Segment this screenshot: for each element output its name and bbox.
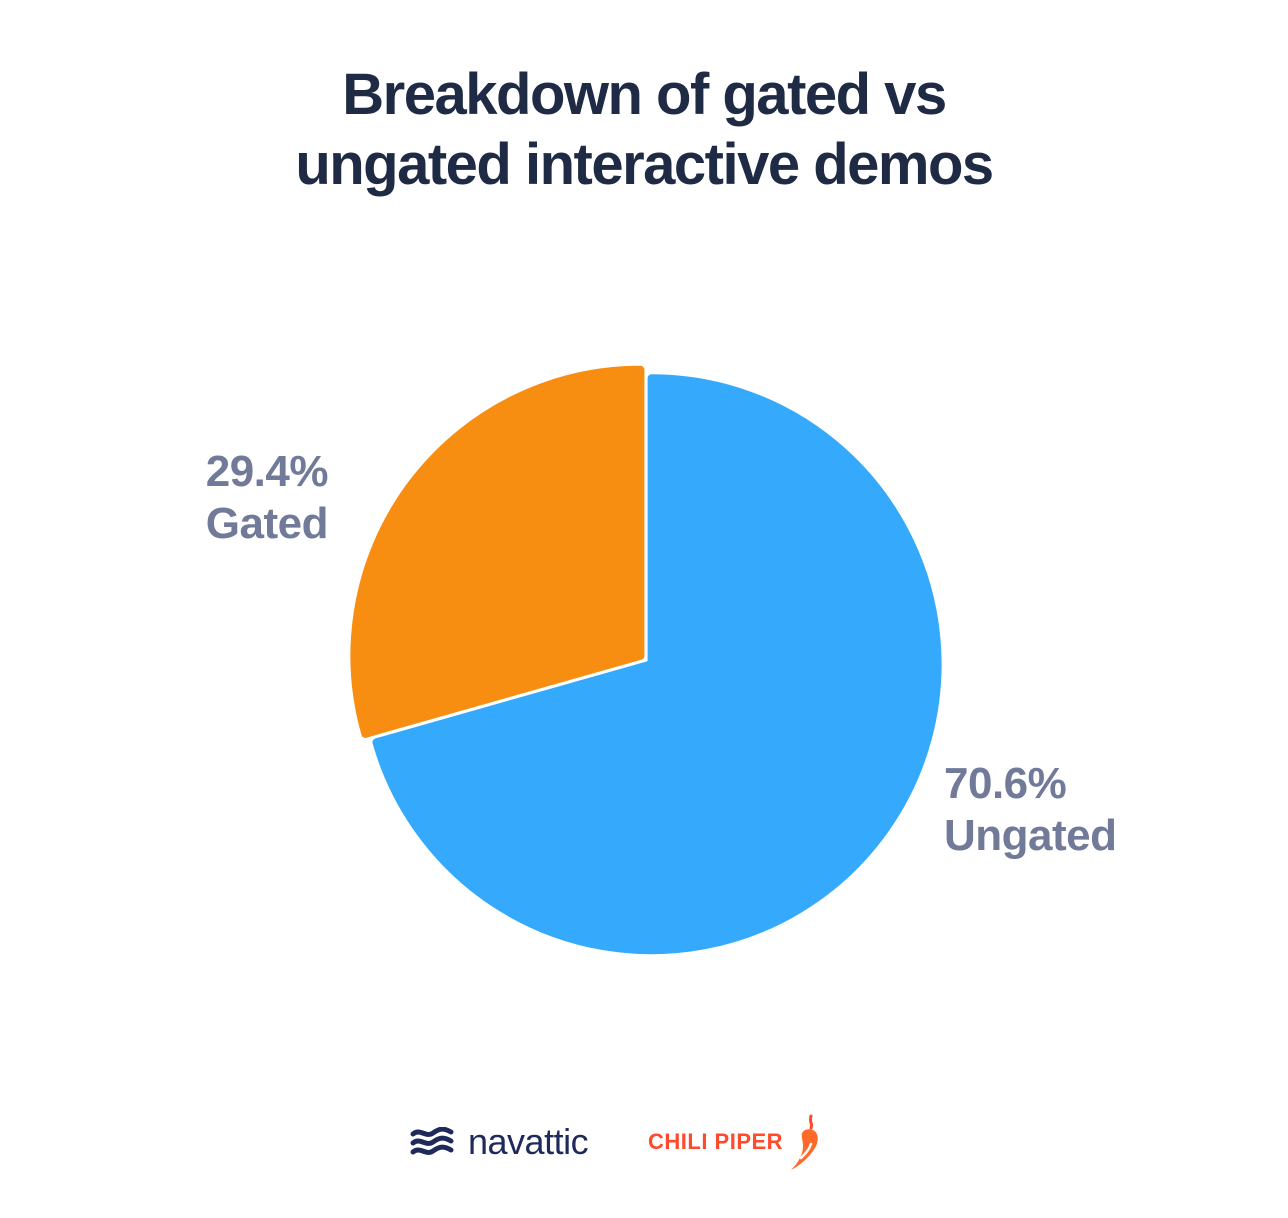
ungated-percent-label: 70.6% [944, 759, 1067, 808]
ungated-name-label: Ungated [944, 811, 1117, 860]
navattic-wordmark: navattic [468, 1121, 589, 1162]
footer-logos: navattic CHILI PIPER [0, 1112, 1288, 1172]
chart-title-line-1: Breakdown of gated vs [342, 62, 947, 127]
chili-piper-logo: CHILI PIPER [648, 1112, 823, 1172]
gated-slice [350, 365, 645, 738]
chart-title: Breakdown of gated vs ungated interactiv… [0, 60, 1288, 200]
chili-piper-wordmark: CHILI PIPER [648, 1129, 784, 1154]
navattic-waves-icon [410, 1127, 454, 1155]
gated-percent-label: 29.4% [205, 447, 329, 496]
gated-name-label: Gated [205, 499, 329, 548]
ungated-slice-label: 70.6% Ungated [944, 758, 1117, 862]
ungated-slice [372, 374, 942, 955]
chili-pepper-icon [791, 1114, 818, 1170]
chart-title-line-2: ungated interactive demos [295, 132, 994, 197]
gated-slice-label: 29.4% Gated [205, 446, 329, 550]
navattic-logo: navattic [410, 1112, 589, 1172]
